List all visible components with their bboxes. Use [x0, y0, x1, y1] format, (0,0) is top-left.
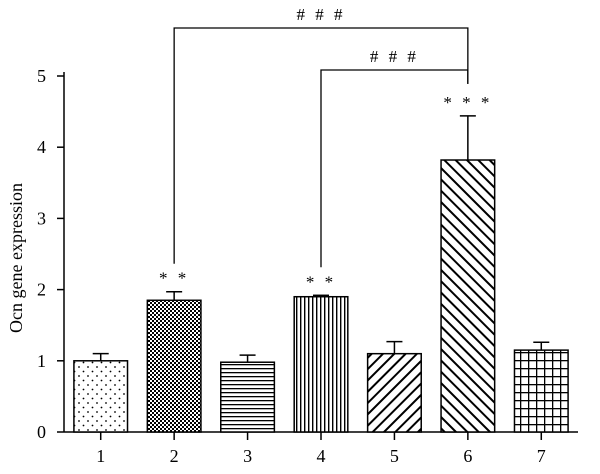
x-tick-label: 4 — [317, 446, 326, 466]
bar-3 — [220, 361, 276, 433]
significance-stars: * * — [306, 272, 336, 291]
y-tick-label: 5 — [37, 66, 46, 86]
y-tick-label: 4 — [37, 137, 46, 157]
bars — [73, 159, 569, 433]
y-tick-label: 0 — [37, 422, 46, 442]
bar-2 — [146, 299, 202, 433]
bar-7 — [513, 349, 569, 433]
bar-4 — [293, 295, 349, 433]
y-tick-label: 3 — [37, 208, 46, 228]
bar-5 — [366, 352, 422, 433]
significance-annotations: * * * * * * * # # # # # # — [159, 5, 492, 291]
x-tick-label: 7 — [537, 446, 546, 466]
y-tick-label: 1 — [37, 351, 46, 371]
x-tick-label: 5 — [390, 446, 399, 466]
comparison-bracket — [320, 69, 469, 268]
y-axis-label: Ocn gene expression — [6, 183, 26, 333]
y-tick-label: 2 — [37, 280, 46, 300]
comparison-label: # # # — [370, 47, 419, 66]
bar-1 — [73, 360, 129, 433]
significance-stars: * * * — [443, 93, 492, 112]
comparison-label: # # # — [297, 5, 346, 24]
bar-6 — [440, 159, 496, 433]
comparison-bracket — [173, 27, 469, 264]
x-tick-label: 3 — [243, 446, 252, 466]
x-tick-label: 2 — [170, 446, 179, 466]
x-tick-label: 6 — [463, 446, 472, 466]
x-tick-label: 1 — [96, 446, 105, 466]
error-bars — [92, 115, 550, 363]
significance-stars: * * — [159, 269, 189, 288]
